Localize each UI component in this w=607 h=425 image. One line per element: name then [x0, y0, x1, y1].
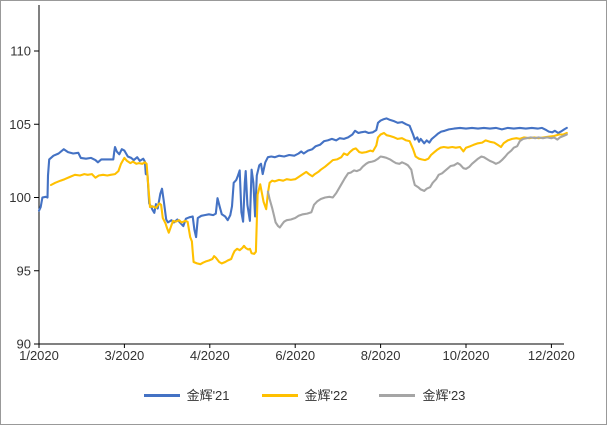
chart-legend: 金辉'21 金辉'22 金辉'23: [1, 388, 606, 403]
y-tick-label-100: 100: [9, 190, 31, 205]
x-tick-label-0: 1/2020: [19, 348, 59, 363]
x-tick-label-6: 12/2020: [528, 348, 575, 363]
series-line-jinhui-22: [49, 131, 568, 266]
legend-label: 金辉'21: [186, 388, 230, 403]
y-tick-label-110: 110: [10, 44, 31, 59]
x-tick-label-2: 4/2020: [190, 348, 230, 363]
x-tick-label-3: 6/2020: [275, 348, 315, 363]
legend-line-swatch-jinhui-23: [379, 394, 416, 397]
x-tick-label-1: 3/2020: [105, 348, 145, 363]
legend-item-jinhui-23: 金辉'23: [379, 389, 465, 402]
legend-line-swatch-jinhui-21: [143, 394, 180, 397]
y-tick-label-105: 105: [9, 117, 31, 132]
series-line-jinhui-23: [266, 133, 568, 229]
legend-label: 金辉'22: [304, 388, 348, 403]
legend-item-jinhui-22: 金辉'22: [261, 388, 348, 403]
y-tick-label-95: 95: [17, 263, 31, 278]
x-tick-label-5: 10/2020: [443, 348, 490, 363]
x-tick-label-4: 8/2020: [361, 348, 401, 363]
legend-item-jinhui-21: 金辉'21: [143, 388, 230, 403]
y-tick-label-90: 90: [17, 337, 31, 352]
legend-label: 金辉'23: [422, 388, 466, 403]
legend-line-swatch-jinhui-22: [261, 394, 298, 397]
series-line-jinhui-21: [37, 117, 568, 239]
